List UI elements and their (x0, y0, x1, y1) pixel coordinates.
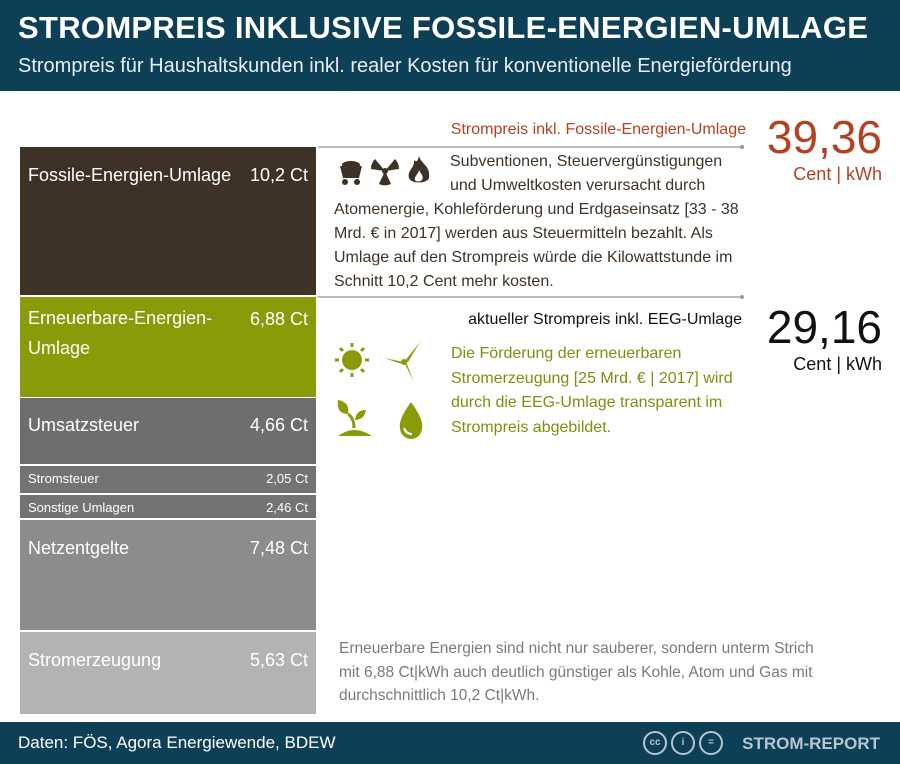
wind-turbine-icon (382, 340, 426, 389)
eeg-text: Die Förderung der erneuerbaren Stromerze… (451, 345, 733, 436)
bar-segment-erneuerbare-energien-umlage: Erneuerbare-Energien-Umlage 6,88 Ct (20, 297, 316, 397)
bar-value: 2,05 Ct (266, 471, 308, 486)
footer: Daten: FÖS, Agora Energiewende, BDEW cc … (0, 722, 900, 764)
seedling-icon (334, 398, 374, 443)
current-total-unit: Cent | kWh (793, 354, 882, 374)
fossil-text-line2: und Umweltkosten verursacht durch (450, 177, 706, 194)
bar-segment-stromerzeugung: Stromerzeugung 5,63 Ct (20, 632, 316, 714)
sun-icon (334, 342, 370, 383)
bar-segment-netzentgelte: Netzentgelte 7,48 Ct (20, 520, 316, 630)
current-total-value: 29,16 (766, 301, 882, 353)
divider-fossil (318, 145, 744, 149)
bar-label: Erneuerbare-Energien-Umlage (28, 308, 213, 358)
bar-label: Sonstige Umlagen (28, 500, 135, 515)
no-derivatives-icon: = (699, 731, 723, 755)
bar-label: Umsatzsteuer (28, 415, 140, 435)
bottom-note: Erneuerbare Energien sind nicht nur saub… (339, 640, 814, 704)
radiation-icon (370, 156, 400, 191)
bar-label: Stromerzeugung (28, 650, 162, 670)
cc-license-icon: cc (643, 731, 667, 755)
current-total-label: aktueller Strompreis inkl. EEG-Umlage (468, 311, 742, 328)
page-title: STROMPREIS INKLUSIVE FOSSILE-ENERGIEN-UM… (18, 10, 869, 45)
bar-value: 7,48 Ct (249, 538, 308, 558)
fossil-total-unit: Cent | kWh (793, 164, 882, 184)
bar-value: 5,63 Ct (249, 650, 308, 670)
coal-cart-icon (337, 156, 365, 191)
flame-icon (405, 154, 433, 191)
brand-logo: STROM-REPORT (742, 734, 880, 753)
bar-value: 2,46 Ct (266, 500, 308, 515)
bar-value: 10,2 Ct (249, 165, 308, 185)
fossil-total-label: Strompreis inkl. Fossile-Energien-Umlage (450, 121, 746, 138)
header: STROMPREIS INKLUSIVE FOSSILE-ENERGIEN-UM… (0, 0, 900, 91)
bar-label: Fossile-Energien-Umlage (28, 165, 232, 185)
divider-eeg (318, 295, 744, 299)
attribution-icon: i (671, 731, 695, 755)
fossil-total-value: 39,36 (766, 111, 882, 163)
bar-value: 6,88 Ct (249, 309, 308, 329)
fossil-text-line1: Subventionen, Steuervergünstigungen (450, 153, 723, 170)
data-source: Daten: FÖS, Agora Energiewende, BDEW (18, 733, 336, 752)
bar-segment-umsatzsteuer: Umsatzsteuer 4,66 Ct (20, 398, 316, 464)
bar-segment-stromsteuer: Stromsteuer 2,05 Ct (20, 466, 316, 493)
page-subtitle: Strompreis für Haushaltskunden inkl. rea… (18, 55, 792, 77)
bar-label: Netzentgelte (28, 538, 130, 558)
bar-value: 4,66 Ct (249, 415, 308, 435)
bar-segment-sonstige-umlagen: Sonstige Umlagen 2,46 Ct (20, 495, 316, 518)
fossil-text: Atomenergie, Kohleförderung und Erdgasei… (334, 201, 739, 290)
bar-segment-fossile-energien-umlage: Fossile-Energien-Umlage 10,2 Ct (20, 147, 316, 295)
bar-label: Stromsteuer (28, 471, 99, 486)
water-drop-icon (396, 400, 426, 445)
